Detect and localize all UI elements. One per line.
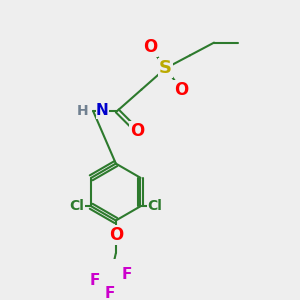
Text: O: O	[130, 122, 144, 140]
Text: F: F	[89, 273, 100, 288]
Text: O: O	[174, 81, 188, 99]
Text: S: S	[159, 59, 172, 77]
Text: Cl: Cl	[70, 199, 84, 213]
Text: Cl: Cl	[147, 199, 162, 213]
Text: N: N	[96, 103, 109, 118]
Text: O: O	[143, 38, 157, 56]
Text: H: H	[77, 104, 89, 118]
Text: F: F	[122, 267, 132, 282]
Text: F: F	[105, 286, 115, 300]
Text: O: O	[109, 226, 123, 244]
